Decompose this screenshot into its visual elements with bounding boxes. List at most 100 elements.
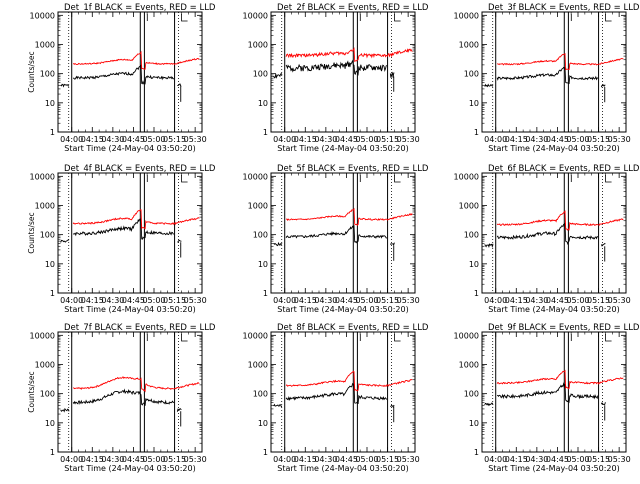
y-tick-label: 100 [40, 390, 55, 399]
plot-frame [270, 331, 416, 453]
events-series-pre [273, 72, 283, 79]
x-tick-label: 04:00 [484, 455, 507, 464]
x-axis-label: Start Time (24-May-04 03:50:20) [277, 305, 408, 314]
x-tick-label: 05:00 [355, 135, 378, 144]
y-tick-label: 100 [253, 390, 268, 399]
x-axis-label: Start Time (24-May-04 03:50:20) [488, 464, 619, 473]
y-tick-label: 1000 [248, 40, 268, 49]
y-tick-label: 10000 [243, 11, 268, 20]
y-tick-label: 10000 [243, 172, 268, 181]
x-tick-label: 04:15 [81, 455, 104, 464]
y-tick-label: 1000 [248, 360, 268, 369]
x-tick-label: 04:45 [335, 296, 358, 305]
y-tick-label: 1 [50, 128, 55, 137]
x-tick-label: 05:30 [397, 135, 420, 144]
bracket-mark [605, 14, 612, 22]
events-series-pre [484, 243, 494, 249]
x-tick-label: 04:30 [314, 135, 337, 144]
events-series [496, 382, 599, 404]
x-tick-label: 04:15 [294, 455, 317, 464]
panel-3: Det_3f BLACK = Events, RED = LLD 1 10 100 10… [454, 3, 640, 153]
x-tick-label: 04:00 [484, 296, 507, 305]
x-axis-label: Start Time (24-May-04 03:50:20) [277, 144, 408, 153]
x-axis-label: Start Time (24-May-04 03:50:20) [64, 305, 195, 314]
x-tick-label: 05:15 [376, 135, 399, 144]
y-tick-label: 100 [40, 231, 55, 240]
events-series [72, 388, 175, 406]
x-axis-label: Start Time (24-May-04 03:50:20) [64, 464, 195, 473]
x-tick-label: 05:30 [184, 135, 207, 144]
lld-series [496, 210, 624, 231]
events-series [285, 382, 388, 405]
x-axis-label: Start Time (24-May-04 03:50:20) [277, 464, 408, 473]
x-tick-label: 04:15 [505, 455, 528, 464]
events-series-post [390, 404, 395, 408]
x-tick-label: 04:45 [122, 296, 145, 305]
x-tick-label: 04:00 [484, 135, 507, 144]
bracket-mark [181, 175, 188, 183]
x-tick-label: 04:15 [81, 296, 104, 305]
y-tick-label: 10000 [30, 331, 55, 340]
plot-frame [481, 11, 627, 133]
y-tick-label: 10 [45, 99, 55, 108]
panel-title: Det_9f BLACK = Events, RED = LLD [488, 323, 640, 333]
x-tick-label: 05:15 [376, 296, 399, 305]
events-series-post [177, 83, 182, 87]
x-tick-label: 04:00 [60, 135, 83, 144]
x-tick-label: 04:00 [60, 296, 83, 305]
bracket-mark [394, 14, 401, 22]
panel-title: Det_7f BLACK = Events, RED = LLD [64, 323, 216, 333]
y-tick-label: 1 [474, 448, 479, 457]
events-series-post [600, 242, 606, 247]
plot-frame [481, 172, 627, 294]
y-tick-label: 10000 [454, 172, 479, 181]
x-tick-label: 04:30 [525, 455, 548, 464]
y-tick-label: 1 [50, 448, 55, 457]
x-tick-label: 05:15 [376, 455, 399, 464]
events-series-post [389, 71, 395, 78]
y-tick-label: 10 [258, 99, 268, 108]
lld-series [285, 47, 413, 63]
x-tick-label: 04:30 [314, 455, 337, 464]
x-tick-label: 05:00 [142, 296, 165, 305]
x-tick-label: 05:00 [566, 455, 589, 464]
x-tick-label: 05:00 [142, 455, 165, 464]
y-tick-label: 1000 [459, 360, 479, 369]
y-tick-label: 100 [464, 231, 479, 240]
y-axis-label: Counts/sec [27, 371, 36, 412]
x-tick-label: 04:45 [546, 135, 569, 144]
events-series-post [177, 239, 182, 243]
lld-series [285, 370, 413, 392]
x-tick-label: 05:15 [587, 455, 610, 464]
events-series-post [600, 84, 606, 88]
bracket-mark [181, 14, 188, 22]
y-tick-label: 10000 [243, 331, 268, 340]
panel-1: Det_1f BLACK = Events, RED = LLD 1 10 100 10… [27, 3, 216, 153]
events-series-pre [484, 83, 494, 88]
x-tick-label: 05:15 [163, 455, 186, 464]
x-tick-label: 04:15 [294, 296, 317, 305]
events-series [72, 64, 175, 85]
x-tick-label: 05:30 [184, 455, 207, 464]
x-tick-label: 04:45 [122, 135, 145, 144]
bracket-mark [181, 334, 188, 342]
plot-frame [57, 11, 203, 133]
y-tick-label: 1 [263, 448, 268, 457]
lld-series [496, 369, 624, 390]
events-series-pre [60, 83, 70, 88]
bracket-mark [605, 334, 612, 342]
x-tick-label: 05:30 [608, 455, 631, 464]
y-axis-label: Counts/sec [27, 51, 36, 92]
x-tick-label: 04:30 [314, 296, 337, 305]
x-tick-label: 05:00 [142, 135, 165, 144]
events-series [285, 59, 388, 76]
y-tick-label: 1 [263, 289, 268, 298]
panel-title: Det_5f BLACK = Events, RED = LLD [277, 164, 429, 174]
y-tick-label: 10000 [454, 331, 479, 340]
lld-series [286, 207, 413, 227]
x-tick-label: 05:00 [566, 135, 589, 144]
panel-6: Det_6f BLACK = Events, RED = LLD 1 10 100 10… [454, 164, 640, 314]
x-tick-label: 05:00 [355, 296, 378, 305]
